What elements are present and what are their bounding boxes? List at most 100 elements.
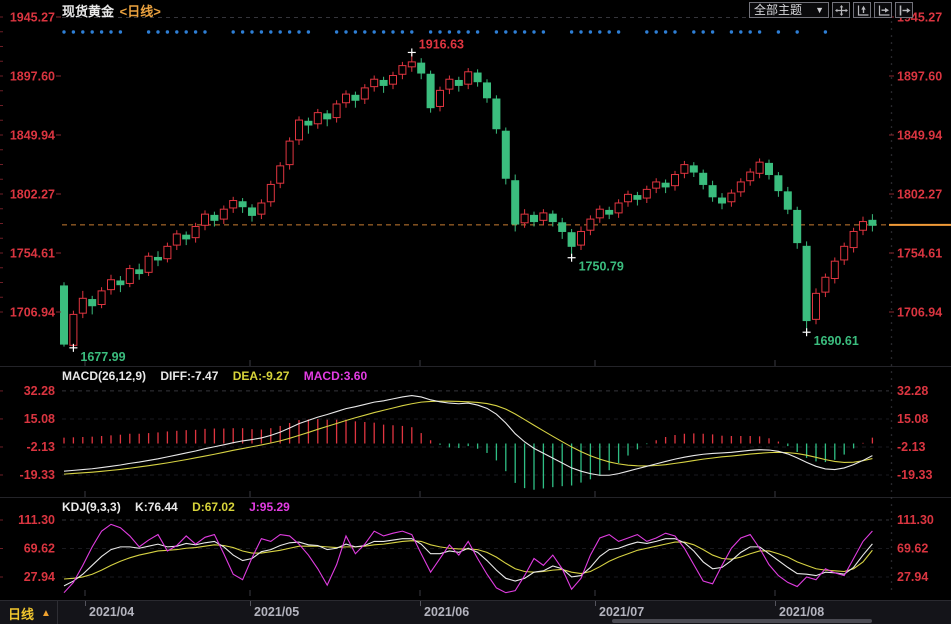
x-axis-tick [85, 601, 86, 606]
volume-dot [334, 30, 339, 34]
candle-body [69, 313, 78, 346]
axis-dotted-rule [890, 175, 893, 177]
kdj-d-line [63, 540, 873, 580]
candle-body [229, 200, 238, 209]
volume-dot [372, 30, 376, 34]
macd-axis-label: 32.28 [897, 384, 928, 398]
volume-dot [193, 30, 198, 34]
extreme-price-label: 1690.61 [814, 334, 859, 348]
axis-dotted-rule [890, 441, 893, 443]
axis-dotted-rule [890, 42, 893, 44]
theme-selector-dropdown[interactable]: 全部主题 ▼ [749, 2, 829, 18]
volume-dot [447, 30, 452, 34]
volume-dot [776, 30, 781, 34]
axis-dotted-rule [890, 140, 893, 142]
axis-expand-vertical-icon[interactable] [853, 2, 871, 18]
candle-body [201, 213, 209, 226]
divider [57, 601, 58, 624]
price-axis-label: 1802.27 [10, 188, 55, 202]
volume-dot [522, 30, 527, 34]
macd-axis-label: 15.08 [24, 412, 55, 426]
price-axis-label: 1945.27 [10, 11, 55, 25]
x-axis-label: 2021/07 [599, 605, 645, 619]
candle-body [605, 209, 614, 215]
candle-body [567, 232, 576, 247]
x-axis-label: 2021/08 [779, 605, 825, 619]
axis-dotted-rule [890, 511, 893, 513]
candle-body [389, 75, 397, 85]
volume-dot [598, 30, 602, 34]
axis-dotted-rule [890, 504, 893, 506]
axis-dotted-rule [890, 567, 893, 569]
candle-body [219, 208, 228, 220]
axis-dotted-rule [890, 329, 893, 331]
price-axis-label: 1897.60 [897, 70, 942, 84]
volume-dot [297, 30, 301, 34]
candle-body [257, 202, 266, 215]
axis-dotted-rule [890, 420, 893, 422]
period-button[interactable]: 日线 ▲ [8, 604, 51, 623]
axis-dotted-rule [890, 357, 893, 359]
candle-body [191, 226, 200, 239]
volume-dot [240, 30, 245, 34]
axis-dotted-rule [890, 189, 893, 191]
candle-body [332, 103, 341, 119]
candle-body [135, 269, 144, 275]
kdj-k-value: K:76.44 [135, 500, 178, 514]
candle-body [351, 94, 360, 101]
volume-dot [156, 30, 160, 34]
candle-body [125, 268, 134, 284]
kdj-j-value: J:95.29 [249, 500, 290, 514]
candle-body [830, 260, 839, 280]
move-icon[interactable] [832, 2, 850, 18]
volume-dot [757, 30, 762, 34]
kdj-indicator-header: KDJ(9,3,3) K:76.44 D:67.02 J:95.29 [62, 500, 301, 514]
candle-body [379, 79, 388, 86]
volume-dot [81, 30, 85, 34]
page-shift-right-icon[interactable] [895, 2, 913, 18]
scrollbar-thumb[interactable] [612, 619, 872, 623]
axis-expand-horizontal-icon[interactable] [874, 2, 892, 18]
triangle-up-icon: ▲ [41, 608, 51, 619]
candle-body [370, 78, 379, 88]
candle-body [78, 297, 87, 314]
axis-dotted-rule [890, 70, 893, 72]
extreme-price-label: 1750.79 [579, 260, 624, 274]
x-axis-label: 2021/06 [424, 605, 470, 619]
axis-dotted-rule [890, 287, 893, 289]
candle-body [154, 256, 162, 261]
symbol-name: 现货黄金 [62, 4, 115, 19]
axis-dotted-rule [890, 413, 893, 415]
axis-dotted-rule [890, 378, 893, 380]
kdj-axis-label: 111.30 [897, 513, 934, 527]
axis-dotted-rule [890, 392, 893, 394]
axis-dotted-rule [890, 21, 893, 23]
volume-dot [118, 30, 123, 34]
axis-dotted-rule [890, 210, 893, 212]
volume-dot [400, 30, 405, 34]
candle-body [746, 171, 755, 182]
axis-dotted-rule [890, 553, 893, 555]
candle-body [689, 165, 698, 173]
candle-body [407, 61, 416, 68]
volume-dot [823, 30, 828, 34]
axis-dotted-rule [890, 273, 893, 275]
axis-dotted-rule [890, 91, 893, 93]
axis-dotted-rule [890, 259, 893, 261]
volume-dot [457, 30, 461, 34]
volume-dot [541, 30, 546, 34]
volume-dot [710, 30, 715, 34]
candle-body [454, 79, 463, 86]
axis-dotted-rule [890, 168, 893, 170]
volume-dot [269, 30, 273, 34]
volume-dot [466, 30, 470, 34]
axis-dotted-rule [890, 280, 893, 282]
candle-body [652, 181, 661, 189]
kdj-params: KDJ(9,3,3) [62, 500, 121, 514]
candle-body [802, 245, 811, 322]
candle-body [88, 299, 97, 307]
volume-dot [184, 30, 188, 34]
axis-dotted-rule [890, 497, 893, 499]
candle-body [642, 188, 651, 199]
